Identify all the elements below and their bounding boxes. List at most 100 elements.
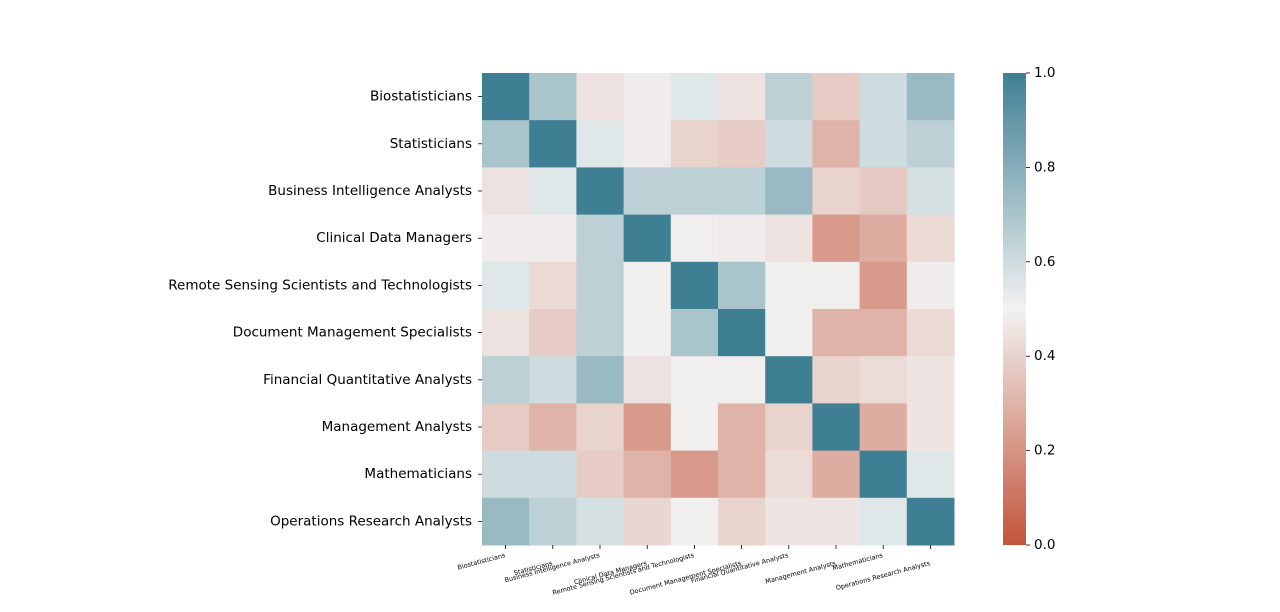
- heatmap-cell: [576, 214, 625, 263]
- heatmap-cell: [765, 309, 813, 357]
- heatmap-cell: [718, 450, 766, 499]
- heatmap-cell: [718, 214, 766, 263]
- heatmap-cell: [529, 167, 577, 216]
- heatmap-cell: [765, 261, 813, 310]
- heatmap-cell: [906, 261, 955, 310]
- heatmap-cell: [718, 309, 766, 357]
- x-tick-label: Management Analysts: [764, 559, 837, 586]
- heatmap-cell: [670, 450, 719, 499]
- heatmap-cells: [482, 73, 955, 546]
- x-tick-label: Mathematicians: [832, 551, 885, 572]
- heatmap-cell: [859, 450, 908, 499]
- heatmap-cell: [529, 261, 577, 310]
- heatmap-cell: [576, 261, 625, 310]
- heatmap-cell: [623, 120, 672, 168]
- heatmap-cell: [529, 356, 577, 404]
- heatmap-cell: [812, 497, 861, 546]
- colorbar-tick-label: 0.6: [1034, 254, 1055, 270]
- y-tick-label: Mathematicians: [364, 466, 472, 482]
- heatmap-cell: [812, 167, 861, 216]
- heatmap-cell: [812, 261, 861, 310]
- heatmap-cell: [670, 167, 719, 216]
- heatmap-cell: [812, 120, 861, 168]
- heatmap-cell: [576, 73, 625, 121]
- heatmap-cell: [623, 450, 672, 499]
- heatmap-cell: [670, 73, 719, 121]
- x-tick-label: Biostatisticians: [457, 551, 507, 572]
- heatmap-cell: [906, 450, 955, 499]
- heatmap-cell: [812, 356, 861, 404]
- heatmap-cell: [623, 497, 672, 546]
- heatmap-cell: [765, 450, 813, 499]
- heatmap-cell: [670, 214, 719, 263]
- heatmap-cell: [670, 261, 719, 310]
- heatmap-cell: [765, 167, 813, 216]
- colorbar-tick-label: 0.8: [1034, 159, 1055, 175]
- heatmap-cell: [576, 167, 625, 216]
- colorbar-tick-label: 1.0: [1034, 65, 1055, 81]
- heatmap-cell: [718, 73, 766, 121]
- heatmap-cell: [859, 309, 908, 357]
- colorbar: 0.0 0.2 0.4 0.6 0.8 1.0: [1003, 65, 1055, 553]
- heatmap-cell: [906, 214, 955, 263]
- y-tick-label: Clinical Data Managers: [316, 230, 472, 246]
- heatmap-cell: [670, 497, 719, 546]
- heatmap-cell: [623, 261, 672, 310]
- heatmap-cell: [482, 73, 530, 121]
- heatmap-cell: [576, 497, 625, 546]
- heatmap-cell: [482, 356, 530, 404]
- heatmap-cell: [529, 73, 577, 121]
- colorbar-tick-label: 0.4: [1034, 348, 1055, 364]
- heatmap-cell: [906, 356, 955, 404]
- heatmap-cell: [482, 450, 530, 499]
- heatmap-cell: [529, 450, 577, 499]
- heatmap-cell: [812, 403, 861, 452]
- heatmap-cell: [482, 120, 530, 168]
- heatmap-cell: [859, 497, 908, 546]
- heatmap-cell: [576, 120, 625, 168]
- heatmap-cell: [670, 309, 719, 357]
- heatmap-cell: [906, 167, 955, 216]
- heatmap-cell: [859, 73, 908, 121]
- heatmap-cell: [670, 356, 719, 404]
- colorbar-tick-label: 0.2: [1034, 443, 1055, 459]
- heatmap-cell: [765, 356, 813, 404]
- heatmap-cell: [859, 403, 908, 452]
- heatmap-cell: [906, 309, 955, 357]
- heatmap-cell: [670, 120, 719, 168]
- colorbar-tick-label: 0.0: [1034, 537, 1055, 553]
- heatmap-cell: [529, 403, 577, 452]
- heatmap-cell: [859, 120, 908, 168]
- heatmap-cell: [718, 167, 766, 216]
- heatmap-cell: [623, 309, 672, 357]
- heatmap-cell: [859, 214, 908, 263]
- heatmap-cell: [529, 214, 577, 263]
- y-tick-label: Remote Sensing Scientists and Technologi…: [168, 277, 472, 293]
- heatmap-cell: [482, 167, 530, 216]
- heatmap-cell: [718, 497, 766, 546]
- heatmap-cell: [906, 403, 955, 452]
- heatmap-cell: [623, 356, 672, 404]
- colorbar-gradient: [1003, 73, 1026, 545]
- heatmap-cell: [623, 73, 672, 121]
- y-tick-label: Biostatisticians: [370, 89, 472, 105]
- heatmap-cell: [812, 450, 861, 499]
- heatmap-cell: [718, 120, 766, 168]
- heatmap-cell: [859, 167, 908, 216]
- heatmap-cell: [906, 120, 955, 168]
- y-tick-label: Management Analysts: [322, 419, 472, 435]
- heatmap-cell: [482, 497, 530, 546]
- y-tick-label: Operations Research Analysts: [270, 513, 472, 529]
- heatmap-cell: [765, 120, 813, 168]
- heatmap-cell: [529, 497, 577, 546]
- heatmap-cell: [906, 497, 955, 546]
- heatmap-cell: [576, 309, 625, 357]
- heatmap-cell: [718, 403, 766, 452]
- heatmap-cell: [906, 73, 955, 121]
- heatmap-cell: [576, 403, 625, 452]
- heatmap-cell: [812, 73, 861, 121]
- heatmap-cell: [482, 403, 530, 452]
- heatmap-cell: [812, 309, 861, 357]
